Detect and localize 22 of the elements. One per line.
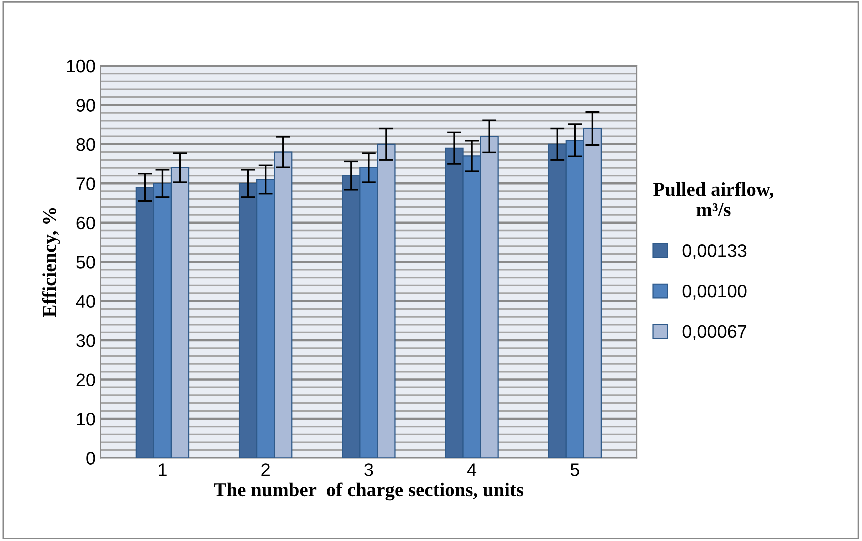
y-tick-label: 80 [76,138,96,152]
x-tick-label: 4 [467,464,477,476]
y-tick-label: 60 [76,216,96,230]
x-tick-label: 3 [364,464,374,476]
y-tick-label: 100 [67,60,96,73]
legend-label: 0,00067 [682,325,747,340]
y-tick-label: 20 [76,374,96,386]
y-tick-label: 30 [76,334,96,348]
y-tick-label: 0 [86,452,96,465]
y-tick-label: 70 [76,178,96,190]
y-tick-label: 50 [76,256,96,269]
x-axis-title: The number of charge sections, units [214,482,524,501]
legend-title: Pulled airflow, m³/s [654,182,774,217]
y-tick-label: 40 [76,295,96,308]
y-axis-title: Efficiency, % [42,208,60,318]
y-tick-label: 90 [76,99,96,112]
x-tick-label: 1 [159,464,167,476]
legend-label: 0,00100 [682,284,747,300]
y-tick-label: 10 [77,412,96,426]
x-tick-label: 2 [262,464,270,476]
legend-label: 0,00133 [682,244,747,260]
x-tick-label: 5 [570,464,580,476]
